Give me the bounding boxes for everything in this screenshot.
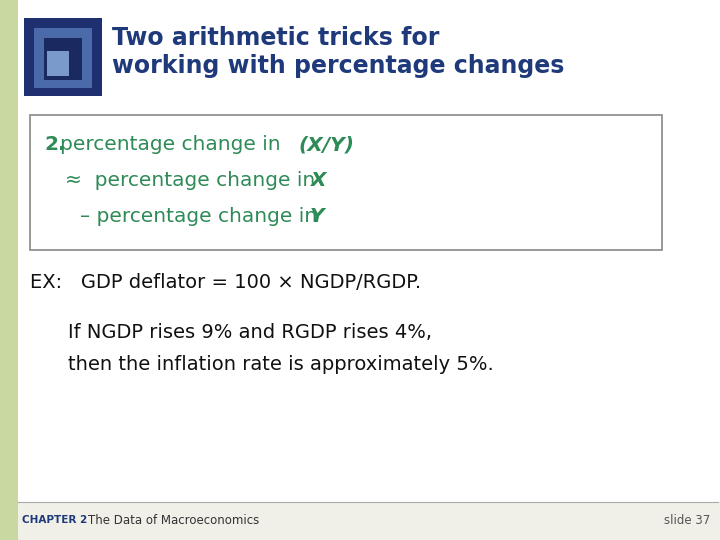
Bar bbox=[0, 0, 18, 540]
FancyBboxPatch shape bbox=[30, 115, 662, 250]
Bar bbox=[24, 18, 102, 96]
Text: The Data of Macroeconomics: The Data of Macroeconomics bbox=[88, 514, 259, 526]
Text: If NGDP rises 9% and RGDP rises 4%,: If NGDP rises 9% and RGDP rises 4%, bbox=[68, 322, 432, 341]
Text: slide 37: slide 37 bbox=[664, 514, 710, 526]
Text: Two arithmetic tricks for: Two arithmetic tricks for bbox=[112, 26, 439, 50]
Text: (X/Y): (X/Y) bbox=[298, 136, 354, 154]
Text: 2.: 2. bbox=[44, 136, 66, 154]
Text: X: X bbox=[310, 171, 325, 190]
Text: ≈  percentage change in: ≈ percentage change in bbox=[65, 171, 322, 190]
Bar bbox=[18, 0, 720, 110]
Bar bbox=[34, 28, 92, 88]
Text: – percentage change in: – percentage change in bbox=[80, 207, 323, 226]
Text: CHAPTER 2: CHAPTER 2 bbox=[22, 515, 87, 525]
Text: percentage change in: percentage change in bbox=[60, 136, 293, 154]
Bar bbox=[47, 51, 69, 76]
Bar bbox=[44, 38, 82, 80]
Bar bbox=[18, 110, 720, 502]
Text: EX:   GDP deflator = 100 × NGDP/RGDP.: EX: GDP deflator = 100 × NGDP/RGDP. bbox=[30, 273, 421, 292]
Text: then the inflation rate is approximately 5%.: then the inflation rate is approximately… bbox=[68, 355, 494, 375]
Text: Y: Y bbox=[310, 207, 325, 226]
Text: working with percentage changes: working with percentage changes bbox=[112, 54, 564, 78]
